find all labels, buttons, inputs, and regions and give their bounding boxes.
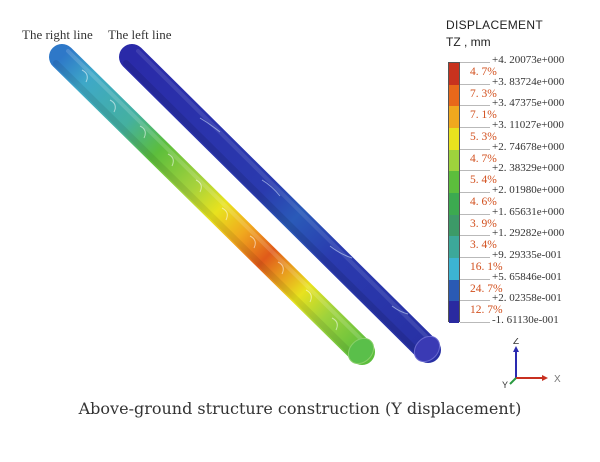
legend-percentage: 4. 7% <box>470 65 497 78</box>
legend-title: DISPLACEMENT <box>446 18 543 32</box>
legend-color-segment <box>449 63 459 85</box>
axis-triad: Z Y X <box>502 338 561 388</box>
legend-percentage: 4. 7% <box>470 152 497 165</box>
left-line-label: The left line <box>108 27 172 42</box>
legend-color-segment <box>449 214 459 237</box>
legend-tick <box>460 235 490 237</box>
legend-value: +2. 02358e-001 <box>492 292 562 305</box>
legend-value: +3. 83724e+000 <box>492 75 565 88</box>
legend-tick <box>460 83 490 85</box>
legend-percentage: 3. 4% <box>470 239 497 252</box>
legend-tick <box>460 322 490 323</box>
figure-caption: Above-ground structure construction (Y d… <box>78 399 522 418</box>
legend-color-segment <box>449 149 459 172</box>
legend-percentage: 24. 7% <box>470 282 503 295</box>
legend-tick <box>460 105 490 107</box>
z-axis-arrow <box>513 346 519 352</box>
legend-percentage: 7. 3% <box>470 87 497 100</box>
right-line-label: The right line <box>22 27 93 42</box>
legend-percentage: 7. 1% <box>470 109 497 122</box>
legend-tick <box>460 127 490 128</box>
legend-color-segment <box>449 106 459 129</box>
y-axis-line <box>509 377 517 385</box>
z-axis-label: Z <box>513 338 519 347</box>
legend-color-segment <box>449 236 459 259</box>
legend-value: -1. 61130e-001 <box>492 314 559 326</box>
x-axis-label: X <box>554 374 561 385</box>
legend-percentage: 16. 1% <box>470 260 503 273</box>
legend-percentage: 12. 7% <box>470 304 503 317</box>
legend-color-segment <box>449 258 459 280</box>
color-legend: DISPLACEMENT TZ , mm 4. 7% 7. 3% 7. 1% 5. 3… <box>446 18 596 328</box>
y-axis-label: Y <box>502 380 508 388</box>
legend-tick <box>460 148 490 150</box>
legend-value: +1. 65631e+000 <box>492 205 565 218</box>
legend-percentage: 4. 6% <box>470 195 497 208</box>
legend-tick <box>460 213 490 215</box>
legend-tick <box>460 278 490 280</box>
legend-tick <box>460 170 490 172</box>
legend-value: +3. 47375e+000 <box>492 97 565 110</box>
legend-unit: TZ , mm <box>446 35 491 49</box>
legend-percentage: 3. 9% <box>470 217 497 230</box>
legend-value: +3. 11027e+000 <box>492 119 564 131</box>
legend-color-segment <box>449 301 459 324</box>
x-axis-arrow <box>542 375 548 381</box>
legend-color-segment <box>449 84 459 107</box>
legend-tick <box>460 192 490 193</box>
legend-color-segment <box>449 279 459 302</box>
legend-color-bar <box>448 62 460 324</box>
left-pipe <box>119 44 441 363</box>
legend-value: +2. 38329e+000 <box>492 162 565 175</box>
legend-value: +9. 29335e-001 <box>492 249 562 261</box>
legend-value: +2. 74678e+000 <box>492 140 565 153</box>
legend-color-segment <box>449 193 459 215</box>
legend-value: +4. 20073e+000 <box>492 54 565 66</box>
legend-tick <box>460 300 490 302</box>
legend-tick <box>460 257 490 258</box>
legend-tick <box>460 62 490 63</box>
legend-color-segment <box>449 128 459 150</box>
legend-percentage: 5. 3% <box>470 130 497 143</box>
legend-value: +2. 01980e+000 <box>492 184 565 196</box>
legend-percentage: 5. 4% <box>470 174 497 187</box>
right-pipe <box>49 44 375 365</box>
legend-color-segment <box>449 171 459 194</box>
legend-value: +5. 65846e-001 <box>492 270 562 283</box>
legend-value: +1. 29282e+000 <box>492 227 565 240</box>
